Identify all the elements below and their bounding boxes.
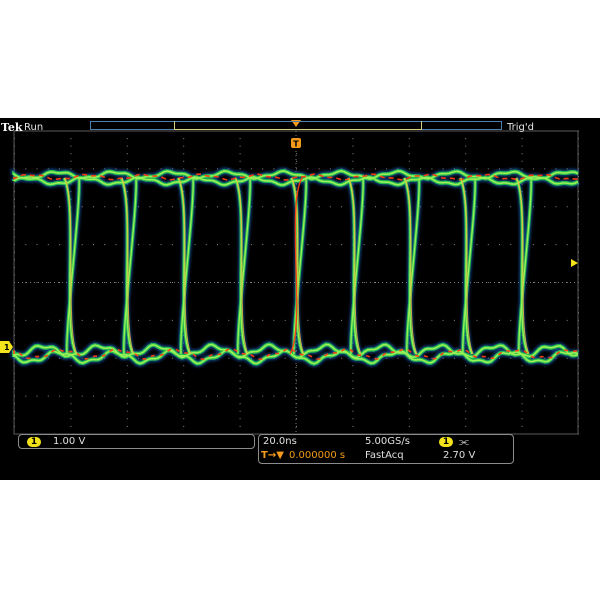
edge-hot	[516, 177, 530, 355]
brand-logo: Tek	[1, 121, 23, 134]
waveform-display: T1	[0, 120, 580, 435]
trace-layer	[13, 170, 579, 365]
run-status: Run	[24, 122, 44, 133]
rising-edge-trace	[350, 177, 364, 355]
low-rail-hot	[13, 347, 579, 361]
edge-hot	[404, 177, 418, 355]
falling-edge-trace	[120, 177, 134, 355]
channel-scale: 1.00 V	[53, 436, 86, 447]
acquisition-mode: FastAcq	[365, 450, 404, 461]
trigger-t-icon	[291, 138, 301, 148]
sample-rate: 5.00GS/s	[365, 436, 410, 447]
ground-level-label: 1	[4, 343, 10, 352]
channel-1-badge: 1	[27, 437, 41, 447]
trigger-status: Trig'd	[507, 122, 534, 133]
rising-edge-trace	[66, 177, 80, 355]
high-rail-trace	[13, 176, 579, 186]
edge-hot	[348, 177, 362, 355]
trigger-delay: 0.000000 s	[289, 450, 346, 461]
rising-edge-trace	[123, 177, 137, 355]
falling-edge-trace	[515, 177, 529, 355]
rising-falling-edge-icon: ⫘	[459, 435, 469, 448]
trigger-source-badge: 1	[439, 437, 453, 447]
low-rail-trace	[13, 349, 579, 365]
edge-hot	[64, 177, 78, 355]
rising-edge-trace	[237, 177, 251, 355]
horizontal-readout[interactable]: 20.0ns 5.00GS/s 1 ⫘ T→▼ 0.000000 s FastA…	[258, 434, 514, 464]
falling-edge-trace	[290, 177, 304, 355]
rising-edge-trace	[518, 177, 532, 355]
channel-readout[interactable]: 1 1.00 V	[18, 434, 255, 449]
trigger-level-icon	[571, 259, 578, 267]
edge-hot	[121, 177, 135, 355]
falling-edge-trace	[63, 177, 77, 355]
time-per-division: 20.0ns	[263, 436, 297, 447]
edge-hot	[291, 177, 305, 355]
edge-hot	[235, 177, 249, 355]
trigger-delay-icon: T→▼	[261, 450, 284, 461]
rising-edge-trace	[406, 177, 420, 355]
falling-edge-trace	[459, 177, 473, 355]
rising-edge-trace	[180, 177, 194, 355]
falling-edge-trace	[347, 177, 361, 355]
eye-traces	[10, 167, 580, 368]
falling-edge-trace	[177, 177, 191, 355]
rising-edge-trace	[462, 177, 476, 355]
trigger-edge-trace	[289, 177, 303, 355]
trace-hot-core	[13, 173, 579, 361]
record-view-window	[174, 121, 422, 130]
trigger-level: 2.70 V	[443, 450, 476, 461]
falling-edge-trace	[234, 177, 248, 355]
trigger-t-label: T	[293, 140, 299, 149]
falling-edge-trace	[403, 177, 417, 355]
high-rail-hot	[13, 173, 579, 181]
ground-level-icon	[0, 341, 13, 353]
edge-hot	[460, 177, 474, 355]
edge-hot	[178, 177, 192, 355]
markers: T1	[0, 120, 578, 353]
